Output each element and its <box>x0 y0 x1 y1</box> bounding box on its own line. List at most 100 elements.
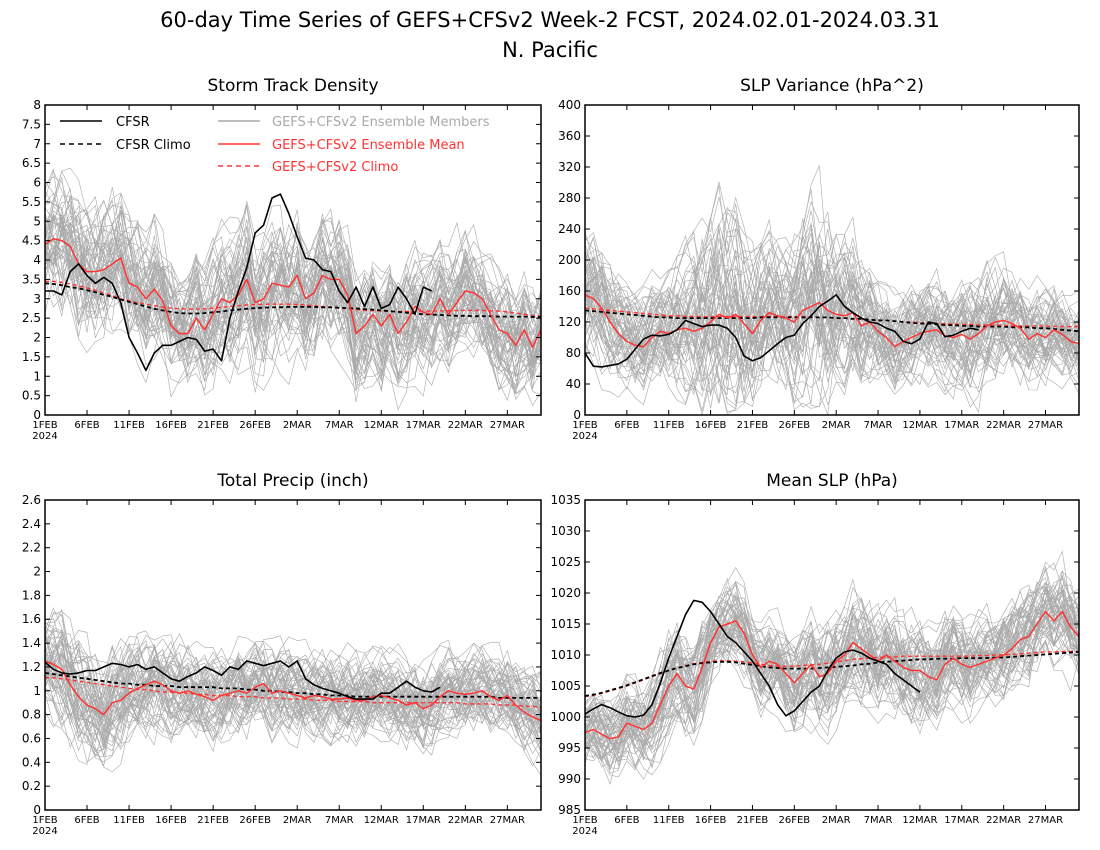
y-tick-label: 1035 <box>550 493 581 507</box>
x-tick-label: 6FEB <box>614 420 639 431</box>
y-tick-label: 2 <box>33 565 41 579</box>
y-tick-label: 0 <box>33 408 41 422</box>
panel-slp-variance: SLP Variance (hPa^2) 0 40 80 120 160 200 240 280… <box>558 76 1080 442</box>
x-tick-label: 27MAR <box>1028 815 1063 826</box>
x-tick-label: 21FEB <box>197 815 229 826</box>
x-tick-label: 2MAR <box>822 815 851 826</box>
mean-slp-ens-mean-line <box>585 610 1079 740</box>
y-tick-label: 200 <box>558 253 581 267</box>
x-year-label: 2024 <box>572 826 597 837</box>
legend-cfsr-label: CFSR <box>116 115 150 130</box>
ensemble-member-line <box>585 279 1079 367</box>
ensemble-member-line <box>45 208 541 358</box>
y-tick-label: 0.8 <box>22 708 41 722</box>
y-tick-label: 1.6 <box>22 612 41 626</box>
ensemble-member-line <box>585 620 1079 774</box>
legend-ens-climo-label: GEFS+CFSv2 Climo <box>272 160 398 175</box>
total-precip-cfsr-line <box>45 660 441 700</box>
y-tick-label: 7 <box>33 137 41 151</box>
ensemble-member-line <box>585 589 1079 769</box>
x-tick-label: 17MAR <box>406 420 441 431</box>
y-tick-label: 2.4 <box>22 517 41 531</box>
y-tick-label: 2.5 <box>22 311 41 325</box>
y-tick-label: 80 <box>566 346 581 360</box>
total-precip-frame <box>44 499 542 811</box>
slp-variance-plot-area <box>585 165 1079 415</box>
slp-variance-ensemble-members <box>585 165 1079 415</box>
ensemble-member-line <box>45 659 541 753</box>
y-tick-label: 1.5 <box>22 350 41 364</box>
ensemble-member-line <box>585 600 1079 749</box>
ensemble-member-line <box>45 653 541 752</box>
legend-cfsr-climo-label: CFSR Climo <box>116 138 191 153</box>
y-tick-label: 1025 <box>550 555 581 569</box>
x-year-label: 2024 <box>32 826 57 837</box>
y-tick-label: 1.2 <box>22 660 41 674</box>
y-tick-label: 995 <box>558 741 581 755</box>
legend: CFSR CFSR Climo GEFS+CFSv2 Ensemble Memb… <box>60 115 490 175</box>
y-tick-label: 1.8 <box>22 588 41 602</box>
y-tick-label: 1010 <box>550 648 581 662</box>
x-tick-label: 16FEB <box>695 420 727 431</box>
x-tick-label: 12MAR <box>902 815 937 826</box>
y-tick-label: 2.2 <box>22 541 41 555</box>
x-tick-label: 11FEB <box>653 420 685 431</box>
x-tick-label: 2MAR <box>283 420 312 431</box>
y-tick-label: 8 <box>33 98 41 112</box>
y-tick-label: 360 <box>558 129 581 143</box>
y-tick-label: 4.5 <box>22 234 41 248</box>
ensemble-member-line <box>585 599 1079 762</box>
storm-track-density-ens-climo-line <box>45 280 541 317</box>
x-tick-label: 16FEB <box>155 815 187 826</box>
y-tick-label: 1030 <box>550 524 581 538</box>
y-tick-label: 0 <box>33 803 41 817</box>
y-tick-label: 240 <box>558 222 581 236</box>
panel-storm-track-density: Storm Track Density 0 0.5 1 1.5 2 2.5 3 3.5 4 4.5 5… <box>22 76 542 442</box>
x-tick-label: 11FEB <box>113 815 145 826</box>
ensemble-member-line <box>585 592 1079 752</box>
ensemble-member-line <box>45 205 541 342</box>
y-tick-label: 1 <box>33 684 41 698</box>
panel-total-precip: Total Precip (inch) 0 0.2 0.4 0.6 0.8 1 1.2 1.4 1… <box>22 471 542 837</box>
x-tick-label: 22MAR <box>986 815 1021 826</box>
ensemble-member-line <box>585 598 1079 751</box>
ensemble-member-line <box>45 644 541 749</box>
x-tick-label: 12MAR <box>364 420 399 431</box>
ensemble-member-line <box>45 220 541 383</box>
x-tick-label: 11FEB <box>653 815 685 826</box>
total-precip-ens-climo-line <box>45 677 541 709</box>
figure-subtitle: N. Pacific <box>502 38 598 62</box>
y-tick-label: 985 <box>558 803 581 817</box>
mean-slp-title: Mean SLP (hPa) <box>766 471 898 491</box>
slp-variance-title: SLP Variance (hPa^2) <box>740 76 924 96</box>
x-tick-label: 22MAR <box>986 420 1021 431</box>
y-tick-label: 0 <box>573 408 581 422</box>
total-precip-plot-area <box>45 607 541 776</box>
mean-slp-cfsr-line <box>585 599 921 718</box>
x-tick-label: 2MAR <box>283 815 312 826</box>
x-tick-label: 6FEB <box>614 815 639 826</box>
x-tick-label: 27MAR <box>490 420 525 431</box>
x-tick-label: 11FEB <box>113 420 145 431</box>
y-tick-label: 6 <box>33 176 41 190</box>
y-tick-label: 1015 <box>550 617 581 631</box>
x-tick-label: 7MAR <box>325 815 354 826</box>
y-tick-label: 6.5 <box>22 156 41 170</box>
x-tick-label: 7MAR <box>864 815 893 826</box>
ensemble-member-line <box>45 652 541 758</box>
ensemble-member-line <box>45 646 541 721</box>
y-tick-label: 120 <box>558 315 581 329</box>
x-tick-label: 2MAR <box>822 420 851 431</box>
ensemble-member-line <box>585 227 1079 355</box>
x-tick-label: 22MAR <box>448 815 483 826</box>
ensemble-member-line <box>585 264 1079 415</box>
ensemble-member-line <box>585 253 1079 391</box>
y-tick-label: 1020 <box>550 586 581 600</box>
ensemble-member-line <box>585 591 1079 778</box>
panel-mean-slp: Mean SLP (hPa) 985 990 995 1000 1005 1010 1015 1… <box>550 471 1080 837</box>
ensemble-member-line <box>45 203 541 390</box>
x-year-label: 2024 <box>572 431 597 442</box>
x-tick-label: 1FEB <box>32 815 57 826</box>
x-tick-label: 17MAR <box>944 815 979 826</box>
x-tick-label: 7MAR <box>864 420 893 431</box>
